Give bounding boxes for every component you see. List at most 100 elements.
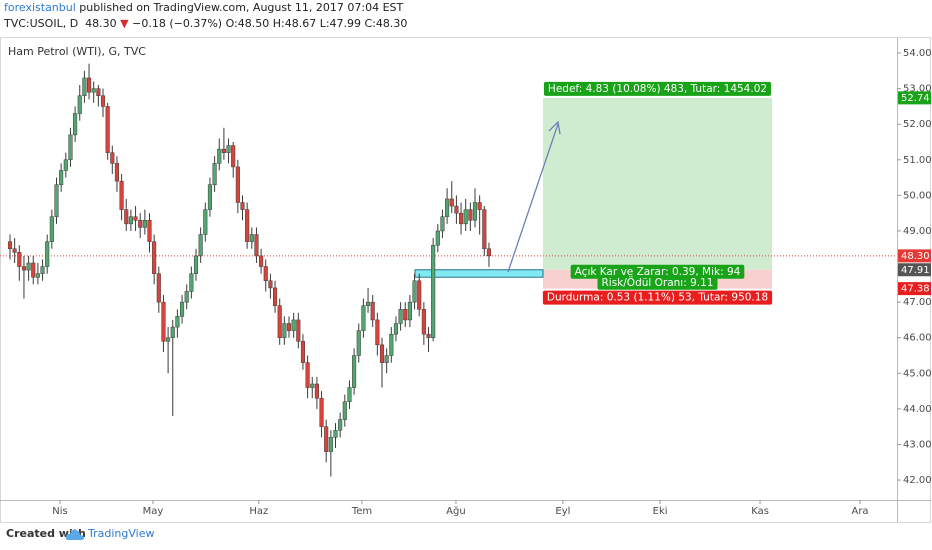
candle-body — [26, 262, 31, 271]
y-tick-label: 52.00 — [903, 119, 932, 130]
y-tick-label: 43.00 — [903, 439, 932, 450]
candle-body — [338, 419, 343, 431]
candle-body — [152, 241, 157, 274]
candle-body — [59, 170, 64, 185]
candle-body — [17, 252, 22, 267]
candle-body — [379, 344, 385, 363]
candle-body — [180, 301, 185, 317]
y-tick-label: 47.00 — [903, 297, 932, 308]
candle-body — [445, 198, 450, 217]
price-tag-label: 52.74 — [901, 93, 930, 104]
change: −0.18 (−0.37%) — [132, 17, 223, 30]
candle-body — [105, 106, 110, 153]
candle-body — [384, 355, 389, 363]
candle-body — [440, 216, 445, 232]
candle-body — [203, 209, 208, 235]
candle-body — [68, 134, 73, 161]
target-area — [543, 97, 772, 270]
published-text: published on TradingView.com, August 11,… — [79, 1, 404, 14]
candle-body — [407, 301, 412, 321]
candle-body — [49, 216, 54, 242]
candle-body — [240, 202, 245, 210]
candle-body — [431, 244, 436, 338]
candle-body — [305, 362, 310, 388]
candle-body — [82, 77, 87, 96]
candle-body — [477, 202, 482, 210]
y-tick-label: 45.00 — [903, 368, 932, 379]
candle-body — [254, 234, 259, 257]
header-line: TVC:USOIL, D 48.30 ▼ −0.18 (−0.37%) O:48… — [4, 17, 407, 30]
stop-label-box — [542, 290, 773, 305]
x-tick-label: Ara — [851, 506, 868, 517]
candle-body — [147, 220, 152, 242]
candle-body — [31, 262, 36, 278]
target-label: Hedef: 4.83 (10.08%) 483, Tutar: 1454.02 — [548, 83, 767, 95]
candle-body — [170, 326, 175, 338]
x-tick-label: Eyl — [555, 506, 570, 517]
x-tick-label: Haz — [249, 506, 268, 517]
candle-body — [114, 163, 119, 182]
candle-body — [12, 248, 17, 253]
candle-body — [226, 145, 231, 153]
header-line: forexistanbul published on TradingView.c… — [4, 1, 403, 14]
candle-body — [286, 323, 292, 331]
candle-body — [198, 234, 203, 257]
arrow-line — [507, 123, 559, 273]
candle-body — [221, 148, 226, 153]
candle-body — [212, 163, 217, 185]
rr-label-box — [597, 275, 718, 290]
candle-body — [389, 333, 394, 356]
author-link[interactable]: forexistanbul — [4, 1, 76, 14]
candle-body — [138, 220, 143, 228]
pl-label: Açık Kar ve Zarar: 0.39, Mik: 94 — [575, 266, 741, 278]
candle-body — [235, 166, 240, 203]
price-tag-label: 47.91 — [901, 265, 930, 276]
y-tick-label: 46.00 — [903, 333, 932, 344]
candle-body — [40, 266, 45, 274]
candle-body — [454, 205, 459, 214]
candle-body — [375, 319, 380, 346]
y-tick-label: 49.00 — [903, 226, 932, 237]
candle-body — [310, 383, 315, 388]
price-tag-label: 48.30 — [901, 251, 930, 262]
candle-body — [398, 309, 403, 324]
y-tick-label: 51.00 — [903, 155, 932, 166]
price-tag-label: 47.38 — [901, 284, 930, 295]
x-tick-label: Tem — [351, 506, 372, 517]
footer-logo — [65, 529, 84, 540]
candle-body — [361, 305, 366, 331]
candle-body — [356, 330, 361, 356]
candle-body — [156, 273, 161, 303]
candle-body — [333, 430, 338, 438]
support-zone — [414, 269, 544, 278]
candle-body — [314, 383, 319, 399]
candle-body — [193, 255, 199, 274]
ohlc: O:48.50 H:48.67 L:47.99 C:48.30 — [225, 17, 408, 30]
candle-body — [486, 248, 492, 257]
candle-body — [449, 198, 454, 207]
price-tag — [898, 91, 931, 105]
candle-body — [319, 397, 324, 427]
candle-body — [273, 287, 278, 306]
x-tick-label: May — [143, 506, 164, 517]
candle-body — [417, 280, 422, 310]
candle-body — [86, 77, 92, 93]
candle-body — [77, 95, 82, 114]
candle-body — [166, 337, 171, 342]
change-arrow: ▼ — [120, 17, 129, 30]
candle-body — [7, 241, 13, 250]
candle-body — [435, 230, 440, 246]
candle-body — [263, 266, 268, 282]
candle-body — [393, 323, 399, 335]
arrow-head — [548, 120, 561, 135]
y-tick-label: 42.00 — [903, 475, 932, 486]
candle-body — [100, 95, 106, 107]
candle-body — [161, 301, 166, 342]
candle-body — [175, 316, 180, 328]
last: 48.30 — [85, 17, 117, 30]
candle-body — [189, 273, 194, 292]
candle-body — [291, 319, 296, 331]
footer-brand[interactable]: TradingView — [88, 527, 155, 540]
candle-body — [259, 255, 264, 267]
